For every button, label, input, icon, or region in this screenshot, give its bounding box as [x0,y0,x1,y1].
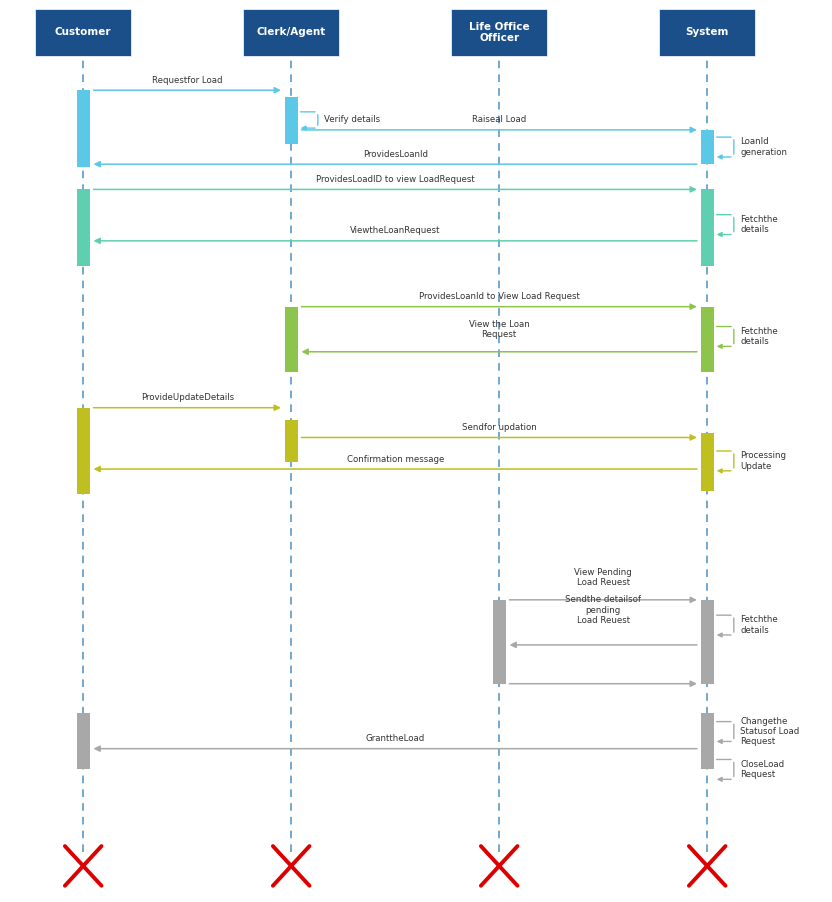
Text: GranttheLoad: GranttheLoad [365,734,425,743]
Text: Changethe
Statusof Load
Request: Changethe Statusof Load Request [740,716,800,747]
Bar [243,9,339,56]
Text: Clerk/Agent: Clerk/Agent [256,27,326,38]
Bar [701,433,714,491]
Bar [701,130,714,164]
Text: ProvideUpdateDetails: ProvideUpdateDetails [141,393,234,402]
Text: CloseLoad
Request: CloseLoad Request [740,759,785,779]
Text: View Pending
Load Reuest: View Pending Load Reuest [574,567,632,587]
Bar [77,189,90,266]
Text: Fetchthe
details: Fetchthe details [740,615,778,635]
Text: Raiseal Load: Raiseal Load [472,115,527,124]
Text: LoanId
generation: LoanId generation [740,137,787,157]
Bar [285,307,298,372]
Bar [77,713,90,769]
Text: Fetchthe
details: Fetchthe details [740,327,778,346]
Text: Customer: Customer [55,27,111,38]
Text: View the Loan
Request: View the Loan Request [468,319,530,339]
Bar [452,9,547,56]
Text: Fetchthe
details: Fetchthe details [740,215,778,235]
Bar [77,90,90,167]
Bar [701,307,714,372]
Bar [493,600,506,684]
Text: Sendthe detailsof
pending
Load Reuest: Sendthe detailsof pending Load Reuest [565,595,641,625]
Text: Sendfor updation: Sendfor updation [462,423,537,432]
Text: System: System [686,27,729,38]
Text: ViewtheLoanRequest: ViewtheLoanRequest [350,226,440,235]
Bar [285,97,298,144]
Bar [701,189,714,266]
Bar [660,9,755,56]
Bar [701,713,714,769]
Text: Processing
Update: Processing Update [740,451,786,471]
Text: Verify details: Verify details [324,115,380,124]
Text: Confirmation message: Confirmation message [346,455,444,464]
Bar [285,420,298,462]
Text: Requestfor Load: Requestfor Load [152,76,222,85]
Bar [77,408,90,494]
Text: ProvidesLoadID to view LoadRequest: ProvidesLoadID to view LoadRequest [316,175,474,184]
Bar [701,600,714,684]
Text: Life Office
Officer: Life Office Officer [469,22,529,43]
Text: ProvidesLoanId: ProvidesLoanId [363,150,428,159]
Text: ProvidesLoanId to View Load Request: ProvidesLoanId to View Load Request [418,292,580,301]
Bar [35,9,131,56]
